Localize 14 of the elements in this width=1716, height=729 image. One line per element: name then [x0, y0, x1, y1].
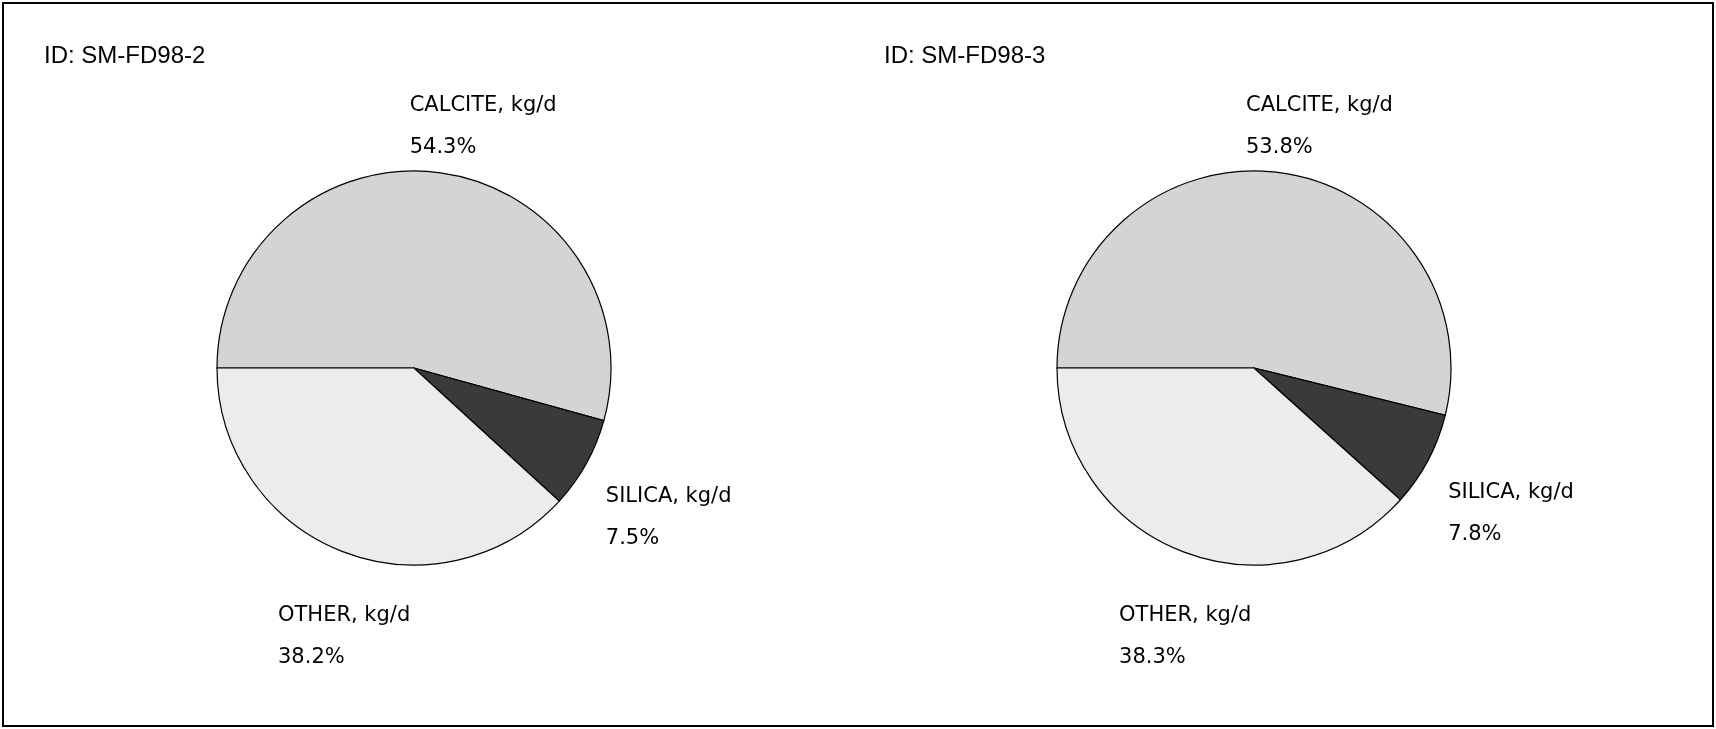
chart-title: ID: SM-FD98-2	[44, 41, 206, 68]
data-label: 7.8%	[1448, 521, 1502, 546]
slice-label: SILICA, kg/d	[605, 483, 732, 508]
slice-label: CALCITE, kg/d	[1246, 91, 1393, 116]
data-label: 7.5%	[605, 525, 660, 550]
chart-title: ID: SM-FD98-3	[884, 41, 1046, 68]
data-label: 54.3%	[409, 134, 477, 159]
data-label: 53.8%	[1246, 133, 1313, 158]
slice-label: OTHER, kg/d	[278, 602, 411, 626]
data-label: 38.3%	[1119, 644, 1186, 669]
data-label: 38.2%	[278, 644, 345, 668]
slice-label: SILICA, kg/d	[1448, 479, 1574, 504]
slice-label: CALCITE, kg/d	[409, 92, 557, 117]
slice-label: OTHER, kg/d	[1119, 602, 1252, 627]
